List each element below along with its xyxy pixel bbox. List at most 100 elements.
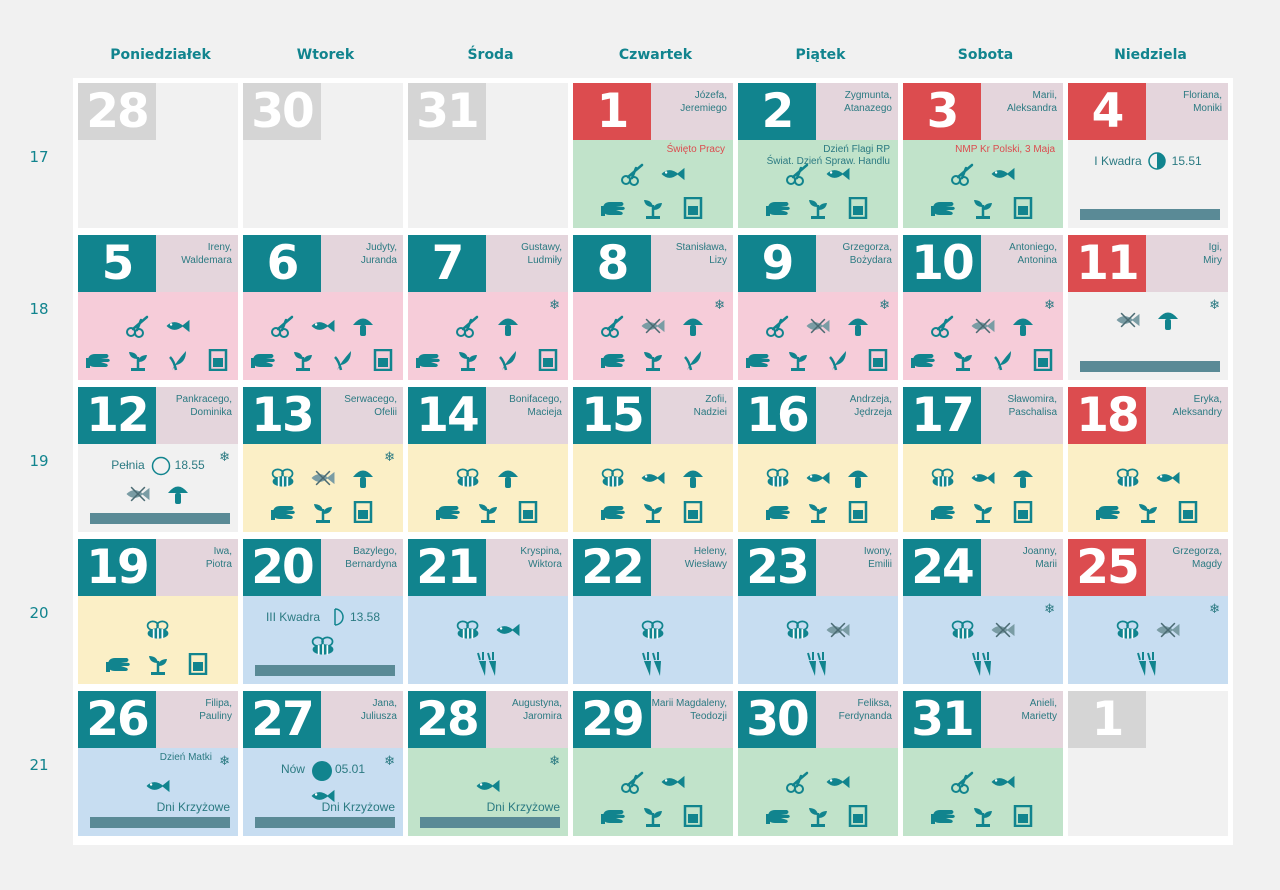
day-cell[interactable]: 28 <box>78 83 238 228</box>
carrot-icon <box>1135 652 1161 676</box>
mushroom-icon <box>495 314 521 338</box>
jar-icon <box>205 348 231 372</box>
fish-icon <box>310 314 336 338</box>
day-cell[interactable]: 31 Anieli, Marietty <box>903 691 1063 836</box>
day-cell[interactable]: 2 Zygmunta, Atanazego Dzień Flagi RP Świat. … <box>738 83 898 228</box>
name-day-line: Serwacego, <box>344 394 397 405</box>
icon-row <box>738 348 898 372</box>
name-day-line: Jeremiego <box>680 103 727 114</box>
day-cell[interactable]: 11 Igi, Miry ❄ <box>1068 235 1228 380</box>
bee-icon <box>950 618 976 642</box>
day-cell[interactable]: 31 <box>408 83 568 228</box>
day-cell[interactable]: 24 Joanny, Marii ❄ <box>903 539 1063 684</box>
carrot-icon <box>970 652 996 676</box>
icon-row <box>738 500 898 524</box>
icon-row <box>78 482 238 506</box>
name-day-line: Stanisława, <box>675 242 727 253</box>
day-cell[interactable]: 15 Zofii, Nadziei <box>573 387 733 532</box>
day-body <box>78 292 238 380</box>
day-cell[interactable]: 3 Marii, Aleksandra NMP Kr Polski, 3 Maja <box>903 83 1063 228</box>
name-day-line: Bernardyna <box>345 559 397 570</box>
day-cell[interactable]: 19 Iwa, Piotra <box>78 539 238 684</box>
name-day-line: Piotra <box>205 559 232 570</box>
fish-crossed-icon <box>1115 308 1141 332</box>
day-cell[interactable]: 5 Ireny, Waldemara <box>78 235 238 380</box>
name-day-line: Antoniego, <box>1009 242 1057 253</box>
sprout-icon <box>805 804 831 828</box>
icon-row <box>903 162 1063 186</box>
sprout-icon <box>455 348 481 372</box>
day-cell[interactable]: 27 Jana, Juliusza ❄ Nów 05.01 Dni Krzyżowe <box>243 691 403 836</box>
icon-row <box>573 162 733 186</box>
day-number: 1 <box>573 83 651 140</box>
icon-row <box>903 652 1063 676</box>
day-cell[interactable]: 21 Kryspina, Wiktora <box>408 539 568 684</box>
divider-bar <box>420 817 560 828</box>
name-day-line: Juliusza <box>360 711 397 722</box>
day-cell[interactable]: 23 Iwony, Emilii <box>738 539 898 684</box>
day-number: 13 <box>243 387 321 444</box>
day-cell[interactable]: 26 Filipa, Pauliny ❄ Dzień Matki Dni Krzyżowe <box>78 691 238 836</box>
day-cell[interactable]: 28 Augustyna, Jaromira ❄ Dni Krzyżowe <box>408 691 568 836</box>
day-cell[interactable]: 18 Eryka, Aleksandry <box>1068 387 1228 532</box>
day-cell[interactable]: 29 Marii Magdaleny, Teodozji <box>573 691 733 836</box>
name-days: Marii, Aleksandra <box>981 83 1063 140</box>
day-cell[interactable]: 14 Bonifacego, Macieja <box>408 387 568 532</box>
day-cell[interactable]: 10 Antoniego, Antonina ❄ <box>903 235 1063 380</box>
day-cell[interactable]: 30 <box>243 83 403 228</box>
mushroom-icon <box>1010 466 1036 490</box>
day-cell[interactable]: 7 Gustawy, Ludmiły ❄ <box>408 235 568 380</box>
day-number: 2 <box>738 83 816 140</box>
sprout-icon <box>970 196 996 220</box>
name-day-line: Macieja <box>527 407 562 418</box>
day-body: Dzień Flagi RP Świat. Dzień Spraw. Handlu <box>738 140 898 228</box>
mushroom-icon <box>1010 314 1036 338</box>
day-cell[interactable]: 1 <box>1068 691 1228 836</box>
scissors-icon <box>785 162 811 186</box>
week-numbers: 17 18 19 20 21 <box>0 78 78 848</box>
day-cell[interactable]: 4 Floriana, Moniki I Kwadra 15.51 <box>1068 83 1228 228</box>
fish-crossed-icon <box>805 314 831 338</box>
jar-icon <box>535 348 561 372</box>
divider-bar <box>1080 361 1220 372</box>
icon-row <box>738 652 898 676</box>
day-cell[interactable]: 1 Józefa, Jeremiego Święto Pracy <box>573 83 733 228</box>
divider-bar <box>1080 209 1220 220</box>
sprout-icon <box>290 348 316 372</box>
icon-row <box>573 348 733 372</box>
fish-crossed-icon <box>825 618 851 642</box>
day-cell[interactable]: 13 Serwacego, Ofelii ❄ <box>243 387 403 532</box>
name-day-line: Aleksandry <box>1172 407 1222 418</box>
name-day-line: Eryka, <box>1193 394 1222 405</box>
name-day-line: Judyty, <box>366 242 397 253</box>
snowflake-icon: ❄ <box>879 297 890 312</box>
name-day-line: Bazylego, <box>353 546 397 557</box>
day-cell[interactable]: 12 Pankracego, Dominika ❄ Pełnia 18.55 <box>78 387 238 532</box>
day-cell[interactable]: 9 Grzegorza, Bożydara ❄ <box>738 235 898 380</box>
day-cell[interactable]: 25 Grzegorza, Magdy ❄ <box>1068 539 1228 684</box>
day-cell[interactable]: 30 Feliksa, Ferdynanda <box>738 691 898 836</box>
day-number: 12 <box>78 387 156 444</box>
name-day-line: Magdy <box>1191 559 1222 570</box>
day-cell[interactable]: 22 Heleny, Wiesławy <box>573 539 733 684</box>
sprout-icon <box>475 500 501 524</box>
glove-icon <box>105 652 131 676</box>
day-cell[interactable]: 8 Stanisława, Lizy ❄ <box>573 235 733 380</box>
day-cell[interactable]: 6 Judyty, Juranda <box>243 235 403 380</box>
jar-icon <box>515 500 541 524</box>
icon-row <box>1068 308 1228 332</box>
name-day-line: Paschalisa <box>1008 407 1057 418</box>
name-day-line: Igi, <box>1208 242 1222 253</box>
name-day-line: Lizy <box>709 255 727 266</box>
moon-phase-label: Pełnia <box>111 458 145 472</box>
fish-crossed-icon <box>310 466 336 490</box>
name-day-line: Sławomira, <box>1007 394 1057 405</box>
name-day-line: Jana, <box>372 698 397 709</box>
icon-row <box>408 774 568 798</box>
name-day-line: Marii <box>1035 559 1057 570</box>
name-day-line: Bonifacego, <box>509 394 562 405</box>
day-cell[interactable]: 16 Andrzeja, Jędrzeja <box>738 387 898 532</box>
day-cell[interactable]: 17 Sławomira, Paschalisa <box>903 387 1063 532</box>
day-cell[interactable]: 20 Bazylego, Bernardyna III Kwadra 13.58 <box>243 539 403 684</box>
snowflake-icon: ❄ <box>1209 601 1220 616</box>
